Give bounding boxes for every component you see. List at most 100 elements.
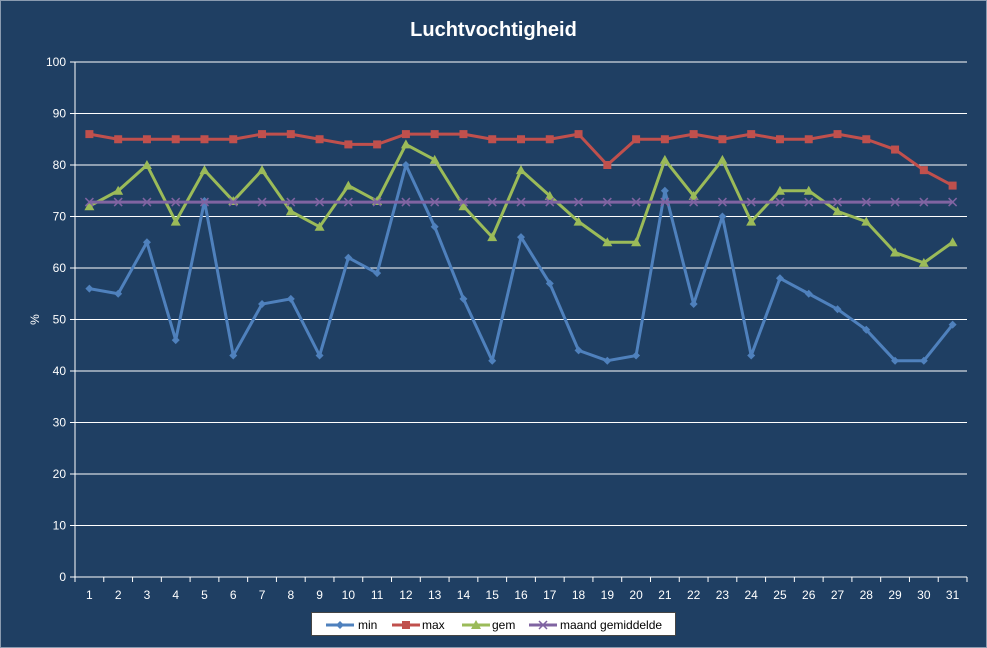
y-tick-label: 0: [59, 570, 66, 584]
data-point: [459, 294, 468, 303]
data-point: [919, 356, 928, 365]
data-point: [257, 165, 268, 175]
data-point: [574, 197, 584, 207]
data-point: [804, 289, 813, 298]
legend-items: min max gem maand gemiddelde: [326, 618, 662, 632]
data-point: [774, 185, 785, 195]
x-tick-label: 12: [399, 588, 413, 602]
data-point: [660, 135, 669, 144]
data-point: [84, 201, 95, 211]
data-point: [862, 325, 871, 334]
data-point: [401, 197, 411, 207]
x-tick-label: 5: [201, 588, 208, 602]
data-point: [373, 140, 382, 149]
data-point: [775, 197, 785, 207]
data-point: [689, 130, 698, 139]
x-tick-label: 27: [831, 588, 845, 602]
data-point: [919, 197, 929, 207]
legend-item-maand-gemiddelde: maand gemiddelde: [529, 618, 662, 632]
data-point: [718, 212, 727, 221]
data-point: [717, 154, 728, 164]
data-point: [516, 165, 526, 175]
data-point: [517, 135, 525, 144]
data-point: [171, 135, 180, 144]
data-point: [459, 130, 468, 139]
data-point: [199, 165, 210, 175]
data-point: [488, 356, 497, 365]
data-point: [113, 197, 123, 207]
data-point: [171, 336, 180, 345]
y-tick-label: 80: [53, 158, 67, 172]
series-maand-gemiddelde: [84, 197, 958, 207]
series-line: [88, 142, 954, 265]
data-point: [229, 351, 238, 360]
x-tick-label: 22: [687, 588, 701, 602]
legend-swatch-marker: [336, 621, 344, 629]
data-point: [861, 197, 871, 207]
data-point: [833, 130, 842, 139]
data-point: [84, 197, 94, 207]
series-min: [85, 161, 957, 365]
data-point: [285, 206, 296, 216]
data-point: [775, 135, 784, 144]
data-point: [141, 160, 152, 169]
data-point: [142, 238, 151, 247]
data-point: [344, 253, 353, 262]
x-tick-label: 1: [86, 588, 93, 602]
data-point: [400, 139, 411, 149]
data-point: [775, 274, 784, 283]
data-point: [228, 197, 238, 207]
data-point: [544, 190, 555, 200]
x-tick-label: 16: [514, 588, 528, 602]
data-point: [142, 135, 151, 144]
x-tick-label: 6: [230, 588, 237, 602]
data-point: [373, 269, 382, 278]
data-point: [199, 197, 210, 207]
data-point: [948, 181, 957, 190]
data-point: [602, 197, 612, 207]
data-point: [804, 197, 814, 207]
x-tick-label: 8: [287, 588, 294, 602]
data-point: [315, 135, 324, 144]
x-tick-label: 30: [917, 588, 931, 602]
legend-item-gem: gem: [462, 618, 515, 632]
y-tick-label: 10: [53, 519, 67, 533]
x-axis-ticks: 1 2 3 4 5 6 7 8 9 10 11 12 13 14 15 16 17 18 19 20 21 22 23 24 2…: [74, 577, 968, 602]
data-point: [602, 237, 613, 247]
data-point: [688, 190, 699, 200]
data-point: [258, 300, 267, 309]
legend-item-max: max: [392, 618, 445, 632]
x-tick-label: 23: [716, 588, 730, 602]
y-axis-label: %: [28, 314, 42, 325]
data-point: [114, 289, 123, 298]
x-tick-label: 29: [888, 588, 902, 602]
data-point: [689, 197, 699, 207]
data-point: [746, 197, 756, 207]
x-tick-label: 11: [371, 588, 384, 602]
x-tick-label: 31: [946, 588, 960, 602]
data-point: [113, 185, 124, 195]
data-point: [947, 237, 958, 247]
legend-swatch-marker: [538, 620, 548, 630]
x-tick-label: 3: [144, 588, 151, 602]
data-point: [314, 221, 325, 231]
x-tick-label: 26: [802, 588, 816, 602]
data-point: [660, 197, 670, 207]
x-tick-label: 20: [629, 588, 643, 602]
data-point: [315, 197, 325, 207]
data-point: [286, 130, 295, 139]
data-point: [918, 257, 929, 267]
data-point: [890, 247, 901, 257]
data-point: [632, 135, 641, 144]
data-point: [718, 135, 727, 144]
data-point: [170, 216, 181, 226]
legend-label: max: [422, 618, 445, 632]
y-tick-label: 40: [53, 364, 67, 378]
x-tick-label: 18: [572, 588, 586, 602]
data-point: [430, 130, 439, 139]
data-point: [545, 279, 554, 288]
data-point: [689, 300, 698, 309]
data-point: [603, 356, 612, 365]
data-point: [401, 130, 410, 139]
